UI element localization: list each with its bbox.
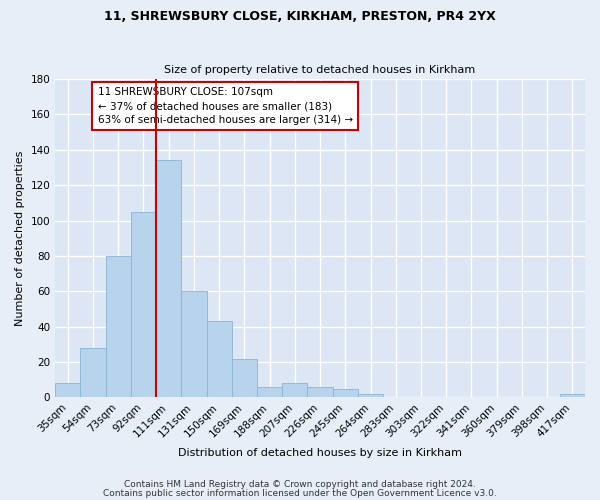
Bar xyxy=(307,387,332,398)
Bar xyxy=(358,394,383,398)
X-axis label: Distribution of detached houses by size in Kirkham: Distribution of detached houses by size … xyxy=(178,448,462,458)
Bar xyxy=(332,388,358,398)
Bar xyxy=(232,358,257,398)
Text: 11 SHREWSBURY CLOSE: 107sqm
← 37% of detached houses are smaller (183)
63% of se: 11 SHREWSBURY CLOSE: 107sqm ← 37% of det… xyxy=(98,87,353,125)
Bar xyxy=(131,212,156,398)
Text: Contains public sector information licensed under the Open Government Licence v3: Contains public sector information licen… xyxy=(103,488,497,498)
Bar xyxy=(80,348,106,398)
Text: 11, SHREWSBURY CLOSE, KIRKHAM, PRESTON, PR4 2YX: 11, SHREWSBURY CLOSE, KIRKHAM, PRESTON, … xyxy=(104,10,496,23)
Bar xyxy=(560,394,585,398)
Bar xyxy=(257,387,282,398)
Bar xyxy=(106,256,131,398)
Bar xyxy=(181,292,206,398)
Bar xyxy=(206,322,232,398)
Bar xyxy=(156,160,181,398)
Bar xyxy=(55,384,80,398)
Title: Size of property relative to detached houses in Kirkham: Size of property relative to detached ho… xyxy=(164,66,476,76)
Text: Contains HM Land Registry data © Crown copyright and database right 2024.: Contains HM Land Registry data © Crown c… xyxy=(124,480,476,489)
Bar xyxy=(282,384,307,398)
Y-axis label: Number of detached properties: Number of detached properties xyxy=(15,150,25,326)
